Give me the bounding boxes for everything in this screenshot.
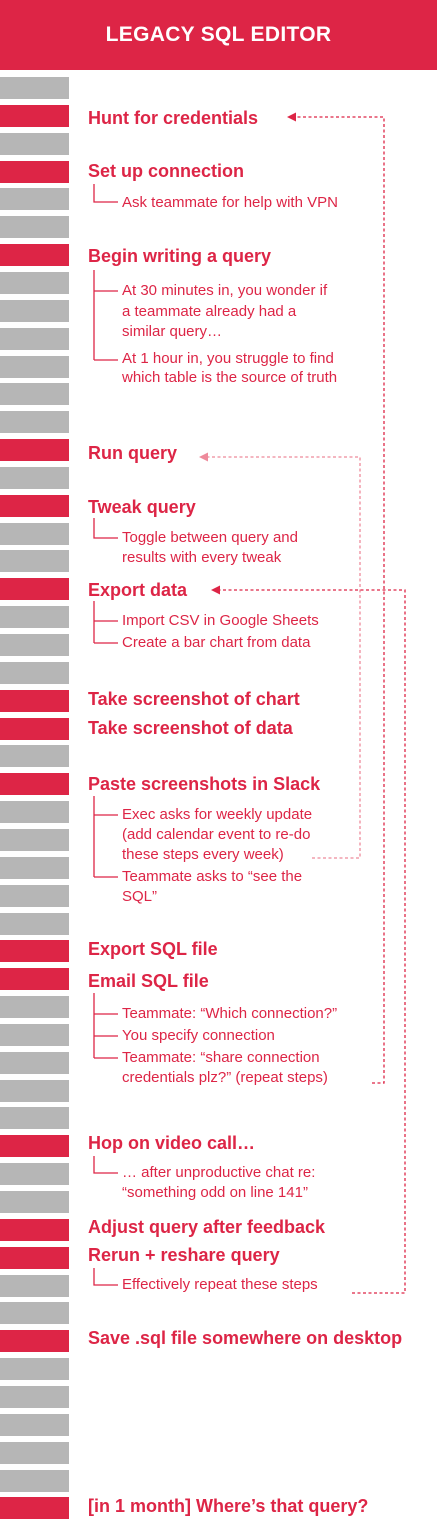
time-bar	[0, 1442, 69, 1464]
bracket-line	[93, 518, 118, 539]
time-bar	[0, 1107, 69, 1129]
time-bar	[0, 745, 69, 767]
time-bar-active	[0, 690, 69, 712]
bracket-line	[93, 993, 118, 1059]
time-bar	[0, 328, 69, 350]
time-bar-active	[0, 718, 69, 740]
time-bar	[0, 885, 69, 907]
time-bar-active	[0, 161, 69, 183]
time-bar-active	[0, 1135, 69, 1157]
time-bar	[0, 550, 69, 572]
substep: Teammate asks to “see the SQL”	[122, 868, 303, 905]
time-bar	[0, 1414, 69, 1436]
step-begin-writing-query: Begin writing a query	[88, 246, 272, 266]
time-bar	[0, 996, 69, 1018]
time-bar	[0, 801, 69, 823]
time-bar-active	[0, 1497, 69, 1519]
step-save-sql-file: Save .sql file somewhere on desktop	[88, 1328, 403, 1348]
time-bar-active	[0, 1330, 69, 1352]
time-bar-active	[0, 439, 69, 461]
step-hop-on-video-call: Hop on video call…	[88, 1133, 256, 1153]
time-bar-active	[0, 968, 69, 990]
step-set-up-connection: Set up connection	[88, 161, 245, 181]
time-bar	[0, 383, 69, 405]
substep: At 1 hour in, you struggle to find which …	[122, 350, 338, 386]
arrowhead-icon	[199, 452, 208, 462]
time-bar-active	[0, 495, 69, 517]
step-screenshot-data: Take screenshot of data	[88, 718, 293, 738]
substep: Create a bar chart from data	[122, 634, 311, 651]
time-bar	[0, 467, 69, 489]
page-title: LEGACY SQL EDITOR	[0, 0, 437, 70]
step-rerun-reshare: Rerun + reshare query	[88, 1245, 280, 1265]
time-bar	[0, 913, 69, 935]
loop-line-repeat-steps	[296, 116, 385, 1084]
step-adjust-query: Adjust query after feedback	[88, 1217, 326, 1237]
step-paste-screenshots-slack: Paste screenshots in Slack	[88, 774, 321, 794]
time-bar-active	[0, 1219, 69, 1241]
step-in-one-month: [in 1 month] Where’s that query?	[88, 1496, 369, 1516]
time-bar-active	[0, 244, 69, 266]
step-screenshot-chart: Take screenshot of chart	[88, 689, 300, 709]
bracket-line	[93, 270, 118, 361]
time-bar	[0, 77, 69, 99]
bracket-line	[93, 184, 118, 203]
time-bar	[0, 1358, 69, 1380]
time-bar	[0, 829, 69, 851]
time-bar	[0, 356, 69, 378]
step-email-sql-file: Email SQL file	[88, 971, 209, 991]
time-bar	[0, 857, 69, 879]
substep: Teammate: “Which connection?”	[122, 1005, 338, 1022]
time-bar-active	[0, 773, 69, 795]
time-bar	[0, 1080, 69, 1102]
time-bar	[0, 1191, 69, 1213]
step-hunt-for-credentials: Hunt for credentials	[88, 108, 259, 128]
substep: Teammate: “share connection credentials …	[122, 1049, 328, 1086]
time-bar	[0, 1275, 69, 1297]
time-bar	[0, 300, 69, 322]
substep: Toggle between query and results with eve…	[122, 529, 298, 566]
time-bar	[0, 1302, 69, 1324]
bracket-line	[93, 1156, 118, 1174]
time-bar	[0, 606, 69, 628]
time-bar	[0, 133, 69, 155]
time-bar	[0, 1163, 69, 1185]
time-bar	[0, 523, 69, 545]
substep: You specify connection	[122, 1027, 275, 1044]
step-export-sql-file: Export SQL file	[88, 939, 218, 959]
time-bar-active	[0, 578, 69, 600]
substep: Ask teammate for help with VPN	[122, 194, 338, 211]
time-bar-active	[0, 105, 69, 127]
time-bar	[0, 1386, 69, 1408]
bracket-line	[93, 601, 118, 644]
time-bar	[0, 216, 69, 238]
time-bar	[0, 662, 69, 684]
time-bar	[0, 411, 69, 433]
arrowhead-icon	[287, 112, 296, 122]
time-bar	[0, 272, 69, 294]
time-bar	[0, 1052, 69, 1074]
loop-line-weekly	[208, 456, 361, 859]
time-bar	[0, 634, 69, 656]
substep: Exec asks for weekly update (add calendar…	[122, 806, 313, 863]
step-run-query: Run query	[88, 443, 178, 463]
bracket-line	[93, 1268, 118, 1286]
substep: At 30 minutes in, you wonder if a teammat…	[122, 282, 328, 340]
bracket-line	[93, 796, 118, 878]
substep: Import CSV in Google Sheets	[122, 612, 319, 629]
arrowhead-icon	[211, 585, 220, 595]
step-export-data: Export data	[88, 580, 188, 600]
time-bar-active	[0, 940, 69, 962]
substep: … after unproductive chat re: “something …	[122, 1164, 316, 1201]
substep: Effectively repeat these steps	[122, 1276, 318, 1293]
time-bar-active	[0, 1247, 69, 1269]
time-bar	[0, 1470, 69, 1492]
time-bar	[0, 1024, 69, 1046]
time-bar	[0, 188, 69, 210]
step-tweak-query: Tweak query	[88, 497, 196, 517]
